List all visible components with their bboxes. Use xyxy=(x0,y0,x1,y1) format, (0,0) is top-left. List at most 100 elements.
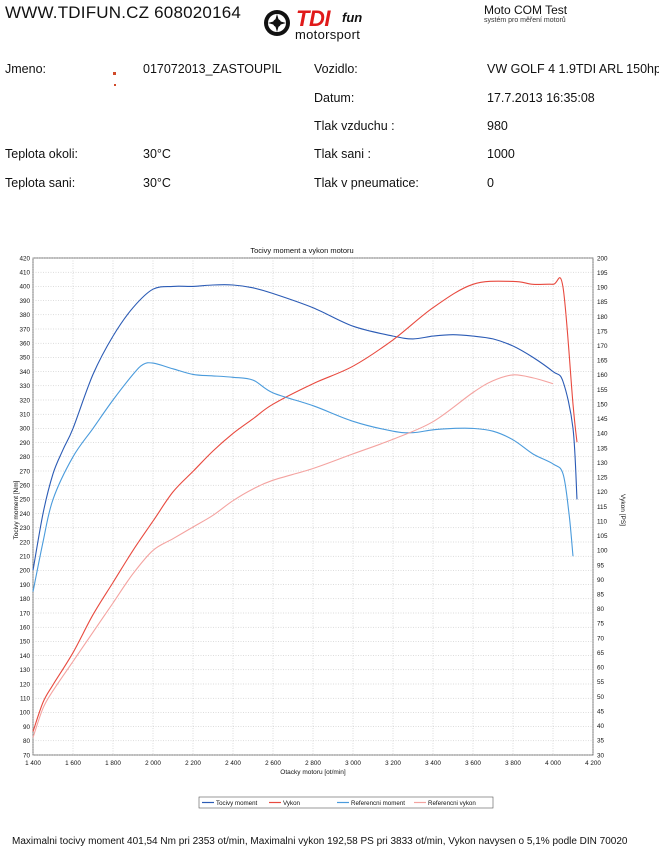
y-tick-label: 80 xyxy=(23,738,31,745)
y-tick-label: 230 xyxy=(19,525,30,532)
y2-axis-label: Vykon [PS] xyxy=(619,494,626,526)
y2-tick-label: 125 xyxy=(597,475,608,482)
y2-tick-label: 160 xyxy=(597,372,608,379)
y2-tick-label: 155 xyxy=(597,387,608,394)
y-tick-label: 350 xyxy=(19,355,30,362)
y2-tick-label: 145 xyxy=(597,416,608,423)
tdifun-logo: TDI fun motorsport xyxy=(262,6,380,44)
reference-power-line xyxy=(32,374,554,738)
reference-torque-line xyxy=(32,362,574,592)
name-label: Jmeno: xyxy=(5,62,46,76)
y-tick-label: 100 xyxy=(19,710,30,717)
y-tick-label: 130 xyxy=(19,667,30,674)
red-mark xyxy=(113,72,116,75)
y2-tick-label: 135 xyxy=(597,445,608,452)
y-tick-label: 320 xyxy=(19,397,30,404)
y2-tick-label: 180 xyxy=(597,314,608,321)
y2-tick-label: 190 xyxy=(597,285,608,292)
test-title: Moto COM Test xyxy=(484,3,568,17)
y-tick-label: 190 xyxy=(19,582,30,589)
summary-footer: Maximalni tocivy moment 401,54 Nm pri 23… xyxy=(12,836,628,847)
legend-label: Referencni moment xyxy=(351,800,405,807)
turbo-icon xyxy=(264,10,290,36)
y2-tick-label: 130 xyxy=(597,460,608,467)
y2-tick-label: 165 xyxy=(597,358,608,365)
x-tick-label: 4 000 xyxy=(545,760,561,767)
y-tick-label: 70 xyxy=(23,752,31,759)
vehicle-value: VW GOLF 4 1.9TDI ARL 150hp xyxy=(487,62,659,76)
y-tick-label: 370 xyxy=(19,326,30,333)
site-header: WWW.TDIFUN.CZ 608020164 xyxy=(5,3,242,22)
y-tick-label: 220 xyxy=(19,539,30,546)
y-tick-label: 380 xyxy=(19,312,30,319)
torque-line xyxy=(32,284,578,571)
dyno-chart-svg: Tocivy moment a vykon motoru Tocivy mome… xyxy=(13,246,626,809)
y2-tick-label: 200 xyxy=(597,255,608,262)
y2-tick-label: 175 xyxy=(597,328,608,335)
y-tick-label: 390 xyxy=(19,298,30,305)
x-tick-label: 2 000 xyxy=(145,760,161,767)
y-tick-label: 310 xyxy=(19,412,30,419)
y-tick-label: 260 xyxy=(19,483,30,490)
intake-pressure-value: 1000 xyxy=(487,147,515,161)
y-tick-label: 280 xyxy=(19,454,30,461)
y2-tick-label: 100 xyxy=(597,548,608,555)
y2-tick-label: 95 xyxy=(597,562,605,569)
y-tick-label: 160 xyxy=(19,625,30,632)
x-tick-label: 1 800 xyxy=(105,760,121,767)
name-value: 017072013_ZASTOUPIL xyxy=(143,62,282,76)
y2-tick-label: 120 xyxy=(597,489,608,496)
intake-temp-value: 30°C xyxy=(143,176,171,190)
x-tick-label: 1 600 xyxy=(65,760,81,767)
y2-tick-label: 80 xyxy=(597,606,605,613)
y-tick-label: 90 xyxy=(23,724,31,731)
y-tick-label: 140 xyxy=(19,653,30,660)
y2-tick-label: 75 xyxy=(597,621,605,628)
air-pressure-value: 980 xyxy=(487,119,508,133)
y2-tick-label: 105 xyxy=(597,533,608,540)
y-tick-label: 400 xyxy=(19,284,30,291)
y-tick-label: 270 xyxy=(19,468,30,475)
y2-tick-label: 70 xyxy=(597,635,605,642)
y2-tick-label: 85 xyxy=(597,592,605,599)
y-tick-label: 150 xyxy=(19,639,30,646)
y2-tick-label: 65 xyxy=(597,650,605,657)
y-tick-label: 420 xyxy=(19,255,30,262)
legend-label: Vykon xyxy=(283,800,301,807)
y2-tick-label: 30 xyxy=(597,752,605,759)
y-tick-label: 170 xyxy=(19,610,30,617)
y-tick-label: 110 xyxy=(20,696,31,703)
y-tick-label: 120 xyxy=(19,681,30,688)
x-tick-label: 3 800 xyxy=(505,760,521,767)
x-tick-label: 2 600 xyxy=(265,760,281,767)
x-tick-label: 4 200 xyxy=(585,760,601,767)
y2-tick-label: 45 xyxy=(597,708,605,715)
power-line xyxy=(32,277,578,732)
x-tick-label: 2 400 xyxy=(225,760,241,767)
air-pressure-label: Tlak vzduchu : xyxy=(314,119,395,133)
red-mark xyxy=(114,84,116,86)
y2-tick-label: 50 xyxy=(597,694,605,701)
y2-tick-label: 60 xyxy=(597,665,605,672)
y-tick-label: 330 xyxy=(19,383,30,390)
x-tick-label: 3 400 xyxy=(425,760,441,767)
y2-tick-label: 170 xyxy=(597,343,608,350)
y-tick-label: 200 xyxy=(19,568,30,575)
y-tick-label: 410 xyxy=(19,270,30,277)
y2-tick-label: 35 xyxy=(597,738,605,745)
logo-fun-text: fun xyxy=(342,10,363,25)
y-tick-label: 340 xyxy=(19,369,30,376)
intake-pressure-label: Tlak sani : xyxy=(314,147,371,161)
chart-title: Tocivy moment a vykon motoru xyxy=(250,246,353,255)
logo-tdi-text: TDI xyxy=(296,6,330,31)
intake-temp-label: Teplota sani: xyxy=(5,176,76,190)
y-tick-label: 360 xyxy=(19,341,30,348)
y-axis-label: Tocivy moment [Nm] xyxy=(13,480,20,539)
ambient-temp-label: Teplota okoli: xyxy=(5,147,78,161)
y-tick-label: 210 xyxy=(19,554,30,561)
y2-tick-label: 150 xyxy=(597,401,608,408)
x-axis-label: Otacky motoru [ot/min] xyxy=(280,769,346,776)
x-tick-label: 3 600 xyxy=(465,760,481,767)
tyre-pressure-value: 0 xyxy=(487,176,494,190)
y2-tick-label: 185 xyxy=(597,299,608,306)
